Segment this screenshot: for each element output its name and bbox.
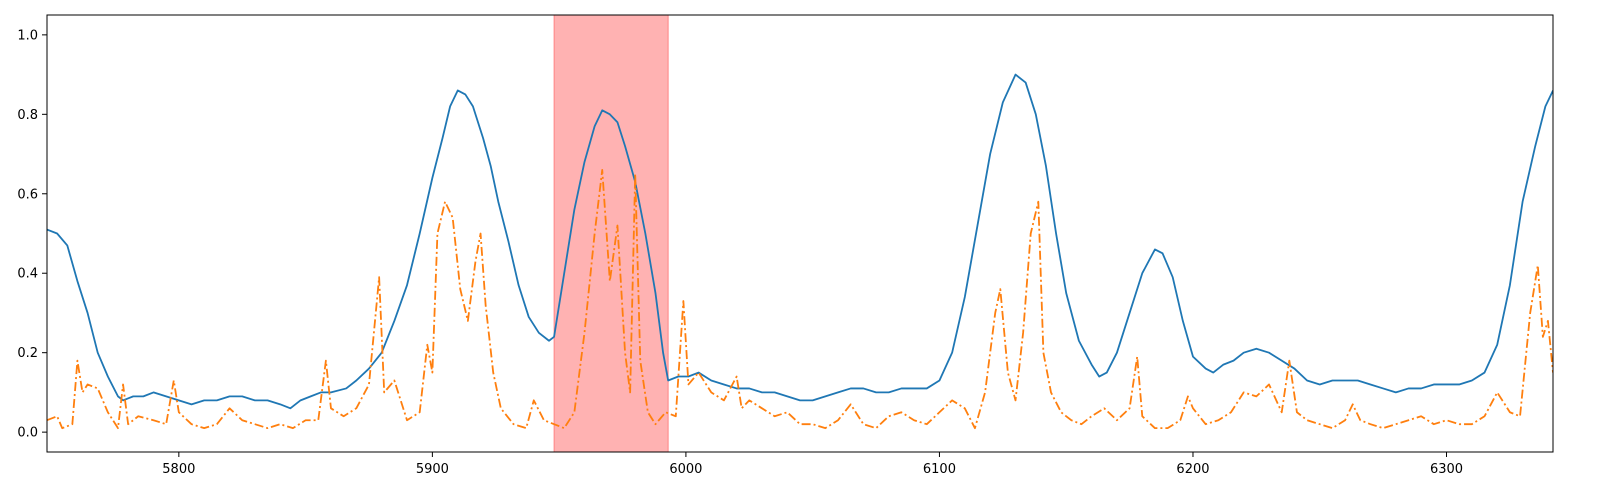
y-tick-label: 0.8 xyxy=(17,108,38,123)
series-layer xyxy=(47,73,1553,430)
y-tick-label: 0.4 xyxy=(17,267,38,282)
x-tick-label: 6100 xyxy=(923,462,956,477)
x-tick-label: 6000 xyxy=(669,462,702,477)
x-tick-label: 6200 xyxy=(1176,462,1209,477)
axes-frame xyxy=(46,14,1554,453)
y-tick-label: 1.0 xyxy=(17,28,38,43)
y-tick-label: 0.6 xyxy=(17,187,38,202)
series-line-2 xyxy=(47,169,1553,430)
axes-layer: 5800 5900 6000 6100 6200 6300 0.0 0.2 0.4 0.6 0.8 1… xyxy=(17,14,1554,477)
y-tick-label: 0.0 xyxy=(17,426,38,441)
series-line-1 xyxy=(47,73,1553,410)
x-tick-label: 5900 xyxy=(416,462,449,477)
y-tick-label: 0.2 xyxy=(17,346,38,361)
x-tick-label: 5800 xyxy=(162,462,195,477)
x-tick-label: 6300 xyxy=(1430,462,1463,477)
highlight-layer xyxy=(553,14,669,453)
highlight-span xyxy=(553,14,669,453)
